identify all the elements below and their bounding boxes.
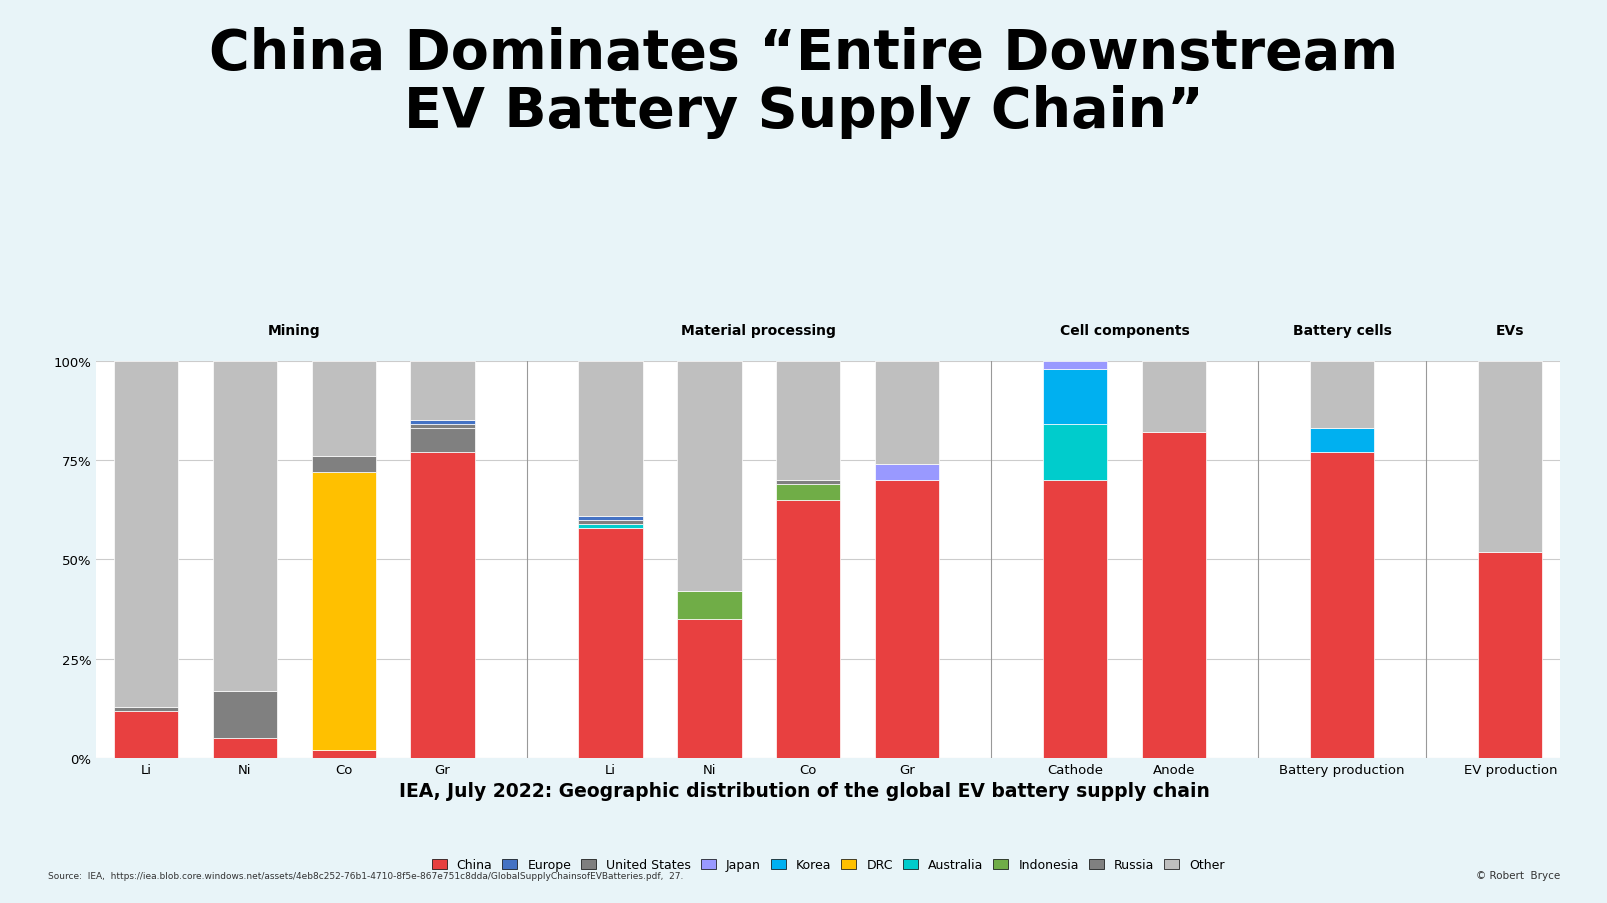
Bar — [1043, 361, 1107, 369]
Bar — [776, 480, 840, 484]
Bar — [1043, 369, 1107, 424]
Bar — [776, 500, 840, 759]
Text: Mining: Mining — [268, 323, 320, 338]
Text: EVs: EVs — [1495, 323, 1523, 338]
Bar — [312, 361, 376, 457]
Bar — [579, 520, 643, 524]
Bar — [874, 361, 938, 464]
Text: Source:  IEA,  https://iea.blob.core.windows.net/assets/4eb8c252-76b1-4710-8f5e-: Source: IEA, https://iea.blob.core.windo… — [48, 871, 683, 880]
Bar — [579, 528, 643, 759]
Bar — [114, 707, 178, 711]
Bar — [410, 429, 474, 452]
Bar — [410, 452, 474, 759]
Bar — [114, 361, 178, 707]
Bar — [114, 711, 178, 759]
Bar — [776, 361, 840, 480]
Legend: China, Europe, United States, Japan, Korea, DRC, Australia, Indonesia, Russia, O: China, Europe, United States, Japan, Kor… — [431, 859, 1225, 871]
Bar — [1310, 361, 1374, 429]
Text: © Robert  Bryce: © Robert Bryce — [1475, 870, 1559, 880]
Bar — [1477, 361, 1541, 552]
Bar — [410, 421, 474, 424]
Bar — [874, 464, 938, 480]
Bar — [1310, 452, 1374, 759]
Bar — [579, 524, 643, 528]
Text: IEA, July 2022: Geographic distribution of the global EV battery supply chain: IEA, July 2022: Geographic distribution … — [399, 781, 1208, 800]
Bar — [1043, 424, 1107, 480]
Bar — [410, 361, 474, 421]
Bar — [312, 472, 376, 750]
Bar — [212, 691, 276, 739]
Text: Material processing: Material processing — [681, 323, 836, 338]
Bar — [776, 484, 840, 500]
Bar — [410, 424, 474, 429]
Text: Cell components: Cell components — [1059, 323, 1189, 338]
Bar — [212, 361, 276, 691]
Bar — [579, 517, 643, 520]
Bar — [1043, 480, 1107, 759]
Text: Battery cells: Battery cells — [1292, 323, 1390, 338]
Bar — [1310, 429, 1374, 452]
Bar — [579, 361, 643, 517]
Bar — [312, 750, 376, 759]
Bar — [312, 457, 376, 472]
Bar — [874, 480, 938, 759]
Bar — [212, 739, 276, 759]
Text: China Dominates “Entire Downstream
EV Battery Supply Chain”: China Dominates “Entire Downstream EV Ba… — [209, 27, 1398, 139]
Bar — [1141, 433, 1205, 759]
Bar — [677, 591, 741, 619]
Bar — [677, 361, 741, 591]
Bar — [677, 619, 741, 759]
Bar — [1477, 552, 1541, 759]
Bar — [1141, 361, 1205, 433]
